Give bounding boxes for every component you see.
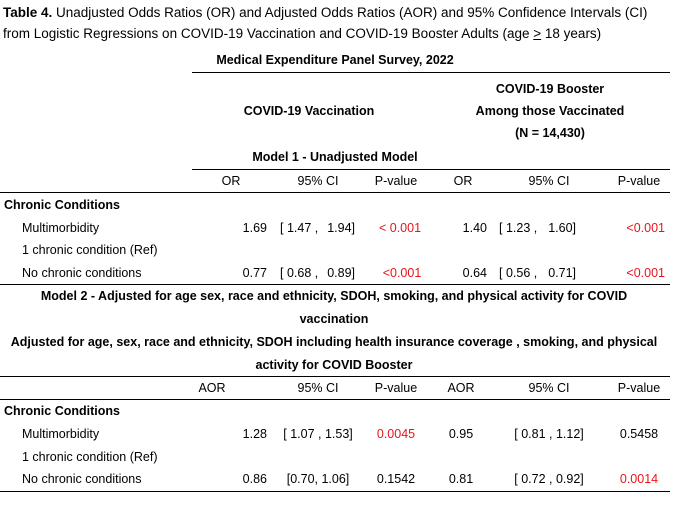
ci-lower-booster: [ 0.56 ,	[499, 266, 538, 280]
ci-value-booster: [ 0.72 , 0.92]	[514, 472, 584, 486]
model2-col-pvalue-booster: P-value	[617, 381, 661, 395]
caption-text: Unadjusted Odds Ratios (OR) and Adjusted…	[52, 5, 648, 20]
caption-ge-symbol: >	[533, 26, 542, 41]
ci-lower-booster: [ 1.23 ,	[499, 221, 538, 235]
model1-col-or: OR	[221, 174, 241, 188]
ci-upper-booster: 1.60]	[548, 221, 576, 235]
row-label: Multimorbidity	[22, 427, 100, 441]
survey-title: Medical Expenditure Panel Survey, 2022	[216, 53, 454, 67]
or-value-booster: 0.64	[462, 266, 487, 280]
p-value: < 0.001	[378, 221, 422, 235]
p-value: 0.0045	[376, 427, 416, 441]
p-value-booster: 0.0014	[619, 472, 659, 486]
row-label-reference: 1 chronic condition (Ref)	[22, 450, 158, 464]
model2-section-label: Chronic Conditions	[4, 404, 120, 418]
caption-text: from Logistic Regressions on COVID-19 Va…	[3, 26, 507, 41]
or-value: 1.69	[242, 221, 267, 235]
ci-lower: [ 1.47 ,	[280, 221, 319, 235]
ci-upper-booster: 0.71]	[548, 266, 576, 280]
model2-column-rule	[0, 399, 670, 400]
caption-age: age	[506, 26, 534, 41]
model1-col-or-booster: OR	[453, 174, 473, 188]
ci-value: [ 1.07 , 1.53]	[283, 427, 353, 441]
model2-subtitle-line2: activity for COVID Booster	[255, 358, 413, 372]
p-value-booster: 0.5458	[619, 427, 659, 441]
model1-column-rule	[0, 192, 670, 193]
aor-value: 0.86	[242, 472, 267, 486]
booster-header-line1: COVID-19 Booster	[495, 82, 605, 96]
model1-bottom-rule	[0, 284, 670, 285]
p-value: 0.1542	[376, 472, 416, 486]
header-rule	[192, 72, 670, 73]
model1-title-rule	[192, 169, 670, 170]
model1-col-ci-booster: 95% CI	[528, 174, 570, 188]
aor-value-booster: 0.81	[448, 472, 474, 486]
model1-title: Model 1 - Unadjusted Model	[252, 150, 418, 164]
table-label: Table 4.	[3, 5, 53, 20]
aor-value: 1.28	[242, 427, 267, 441]
model1-col-pvalue: P-value	[374, 174, 418, 188]
model2-title-line2: vaccination	[299, 312, 369, 326]
model2-col-aor: AOR	[198, 381, 226, 395]
p-value-booster: <0.001	[626, 221, 665, 235]
caption-text: 18 years)	[541, 26, 602, 41]
ci-value: [0.70, 1.06]	[286, 472, 350, 486]
model2-title-rule	[0, 376, 670, 377]
model2-title-line1: Model 2 - Adjusted for age sex, race and…	[40, 289, 628, 303]
vaccination-header: COVID-19 Vaccination	[243, 104, 375, 118]
aor-value-booster: 0.95	[448, 427, 474, 441]
model1-col-pvalue-booster: P-value	[617, 174, 661, 188]
or-value: 0.77	[242, 266, 267, 280]
table-caption-line1: Table 4. Unadjusted Odds Ratios (OR) and…	[3, 3, 647, 23]
p-value-booster: <0.001	[626, 266, 665, 280]
row-label-reference: 1 chronic condition (Ref)	[22, 243, 158, 257]
or-value-booster: 1.40	[462, 221, 487, 235]
model2-col-pvalue: P-value	[374, 381, 418, 395]
table-bottom-rule	[0, 491, 670, 492]
ci-upper: 1.94]	[327, 221, 355, 235]
model2-col-aor-booster: AOR	[447, 381, 475, 395]
model1-col-ci: 95% CI	[297, 174, 339, 188]
row-label: No chronic conditions	[22, 472, 142, 486]
ci-value-booster: [ 0.81 , 1.12]	[514, 427, 584, 441]
model2-col-ci-booster: 95% CI	[528, 381, 570, 395]
p-value: <0.001	[382, 266, 422, 280]
ci-upper: 0.89]	[327, 266, 355, 280]
row-label: No chronic conditions	[22, 266, 142, 280]
model2-subtitle-line1: Adjusted for age, sex, race and ethnicit…	[10, 335, 658, 349]
ci-lower: [ 0.68 ,	[280, 266, 319, 280]
table-caption-line2: from Logistic Regressions on COVID-19 Va…	[3, 24, 601, 44]
model1-section-label: Chronic Conditions	[4, 198, 120, 212]
model2-col-ci: 95% CI	[297, 381, 339, 395]
booster-header-line2: Among those Vaccinated	[475, 104, 625, 118]
booster-header-line3: (N = 14,430)	[515, 126, 585, 140]
row-label: Multimorbidity	[22, 221, 100, 235]
